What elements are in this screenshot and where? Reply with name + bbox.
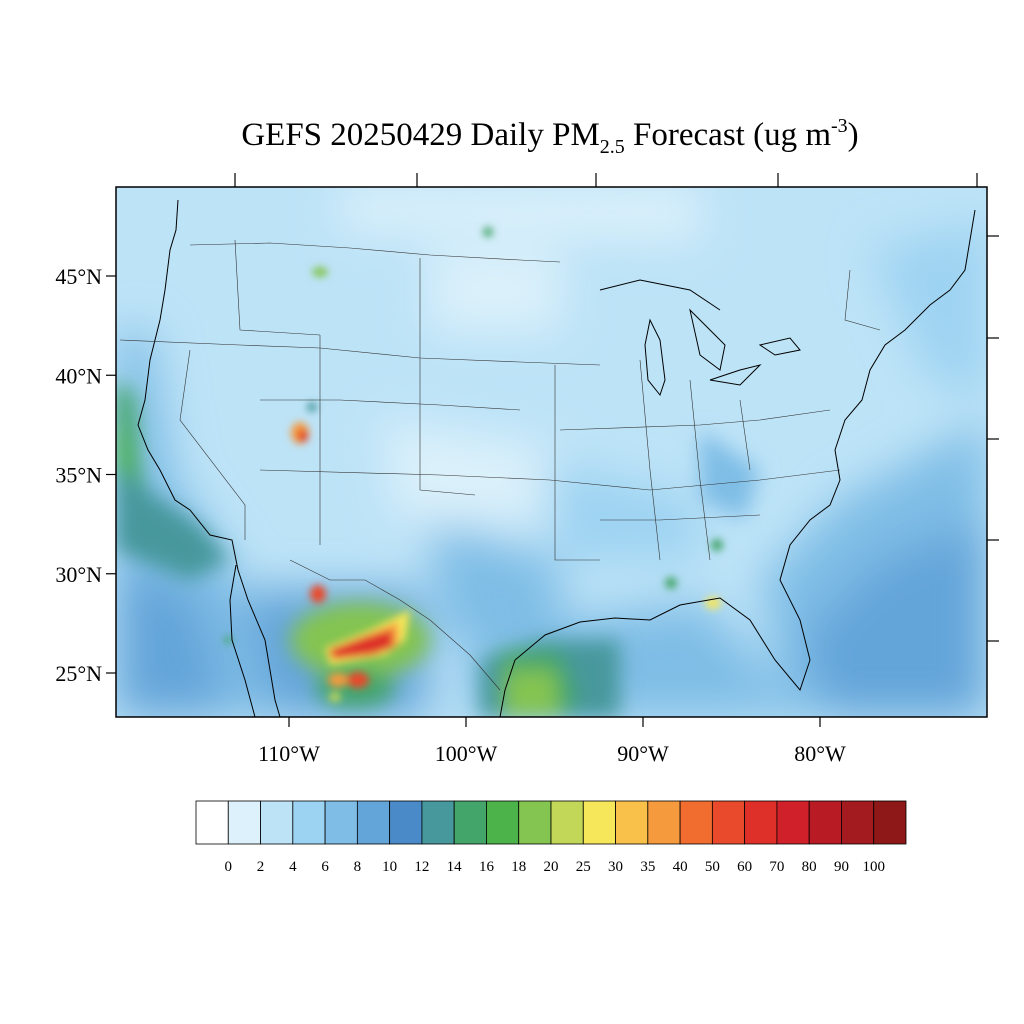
colorbar-swatch [518, 800, 552, 845]
colorbar-label: 70 [769, 859, 784, 875]
plume-chihuahua-east [347, 672, 369, 688]
lat-tick-label: 35°N [55, 463, 102, 488]
title-subscript: 2.5 [600, 136, 625, 158]
colorbar-swatch [615, 800, 649, 845]
lat-tick-label: 40°N [55, 363, 102, 388]
smoke-plumes [224, 227, 723, 708]
colorbar-label: 0 [225, 859, 233, 875]
lon-tick-label: 90°W [617, 741, 669, 766]
concentration-field [116, 187, 987, 717]
colorbar-label: 14 [447, 859, 463, 875]
colorbar-label: 80 [802, 859, 817, 875]
latitude-axis: 45°N 40°N 35°N 30°N 25°N [55, 235, 999, 686]
colorbar-swatch [711, 800, 746, 845]
lat-tick-label: 25°N [55, 661, 102, 686]
colorbar-swatch [292, 800, 326, 845]
colorbar-swatch [873, 800, 907, 845]
colorbar: 0 2 4 6 8 10 12 14 16 18 20 25 30 35 40 50 60 70 80 90 100 [195, 800, 907, 875]
colorbar-label: 16 [479, 859, 495, 875]
colorbar-label: 35 [640, 859, 655, 875]
colorbar-swatch [389, 800, 423, 845]
colorbar-swatch [550, 800, 584, 845]
colorbar-label: 20 [544, 859, 559, 875]
colorbar-label: 2 [257, 859, 265, 875]
title-suffix: ) [848, 117, 859, 153]
ocean-fields [116, 187, 987, 717]
colorbar-swatch [195, 800, 229, 845]
colorbar-label: 18 [511, 859, 526, 875]
colorbar-swatch [227, 800, 261, 845]
colorbar-swatch [582, 800, 616, 845]
title-prefix: GEFS 20250429 Daily PM [241, 117, 599, 153]
lon-tick-label: 100°W [435, 741, 498, 766]
colorbar-label: 10 [382, 859, 397, 875]
plume-northern-mexico-core [330, 630, 392, 658]
title-superscript: -3 [831, 115, 848, 137]
colorbar-swatch [324, 800, 358, 845]
colorbar-label: 60 [737, 859, 752, 875]
map-title: GEFS 20250429 Daily PM2.5 Forecast (ug m… [241, 115, 858, 158]
colorbar-swatch [356, 800, 391, 845]
title-middle: Forecast (ug m [625, 117, 832, 153]
colorbar-label: 4 [289, 859, 297, 875]
colorbar-swatch [808, 800, 842, 845]
colorbar-label: 50 [705, 859, 720, 875]
colorbar-swatch [421, 800, 455, 845]
coastal-fields [116, 380, 760, 717]
longitude-axis: 110°W 100°W 90°W 80°W [234, 173, 978, 766]
colorbar-swatch [744, 800, 778, 845]
plume-montana [312, 267, 328, 277]
colorbar-label: 25 [576, 859, 591, 875]
lon-tick-label: 80°W [794, 741, 846, 766]
state-borders [119, 239, 881, 691]
colorbar-label: 40 [673, 859, 688, 875]
colorbar-swatch [260, 800, 294, 845]
colorbar-label: 8 [354, 859, 362, 875]
colorbar-swatch [486, 800, 520, 845]
lat-tick-label: 45°N [55, 264, 102, 289]
lat-tick-label: 30°N [55, 562, 102, 587]
colorbar-label: 100 [862, 859, 885, 875]
colorbar-swatch [453, 800, 487, 845]
colorbar-label: 6 [321, 859, 329, 875]
lon-tick-label: 110°W [258, 741, 320, 766]
coastlines [137, 199, 976, 717]
plume-sonora-border [310, 585, 326, 603]
colorbar-label: 90 [834, 859, 849, 875]
colorbar-label: 12 [414, 859, 429, 875]
map-frame [115, 186, 988, 718]
colorbar-swatch [841, 800, 875, 845]
colorbar-swatch [776, 800, 810, 845]
colorbar-label: 30 [608, 859, 623, 875]
colorbar-swatch [679, 800, 713, 845]
plume-chihuahua-west [328, 673, 348, 687]
colorbar-swatch [647, 800, 681, 845]
